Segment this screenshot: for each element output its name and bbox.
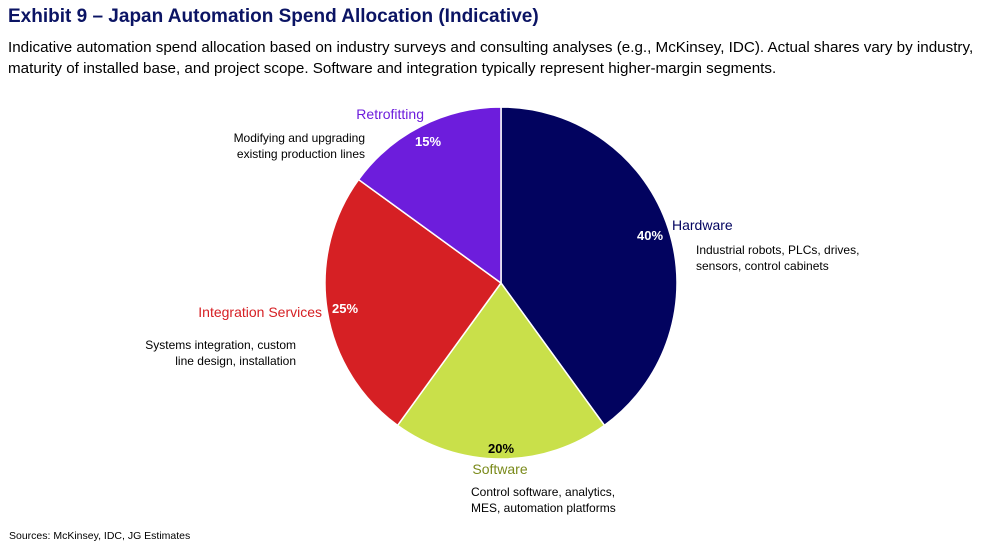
pie-slice-software — [396, 281, 606, 460]
slice-description-retrofitting: Modifying and upgrading — [234, 131, 365, 145]
slice-description-retrofitting: existing production lines — [237, 147, 365, 161]
slice-description-hardware: sensors, control cabinets — [696, 259, 829, 273]
chart-subtitle: Indicative automation spend allocation b… — [8, 39, 974, 77]
slice-category-label-hardware: Hardware — [672, 217, 733, 233]
pie-slice-hardware — [500, 106, 678, 427]
slice-category-label-integration-services: Integration Services — [198, 304, 322, 320]
pie-slice-retrofitting — [357, 106, 502, 285]
slice-value-label-retrofitting: 15% — [415, 134, 441, 149]
slice-description-hardware: Industrial robots, PLCs, drives, — [696, 243, 859, 257]
slice-category-label-retrofitting: Retrofitting — [356, 106, 424, 122]
slice-description-integration-services: line design, installation — [175, 354, 296, 368]
slice-value-label-software: 20% — [488, 441, 514, 456]
slice-value-label-hardware: 40% — [637, 228, 663, 243]
slice-category-label-software: Software — [472, 461, 527, 477]
source-note: Sources: McKinsey, IDC, JG Estimates — [9, 530, 191, 542]
slice-description-software: MES, automation platforms — [471, 501, 616, 515]
slice-description-integration-services: Systems integration, custom — [145, 338, 296, 352]
chart-title: Exhibit 9 – Japan Automation Spend Alloc… — [8, 6, 539, 27]
slice-description-software: Control software, analytics, — [471, 485, 615, 499]
slice-value-label-integration-services: 25% — [332, 301, 358, 316]
pie-slice-integration-services — [324, 178, 503, 427]
